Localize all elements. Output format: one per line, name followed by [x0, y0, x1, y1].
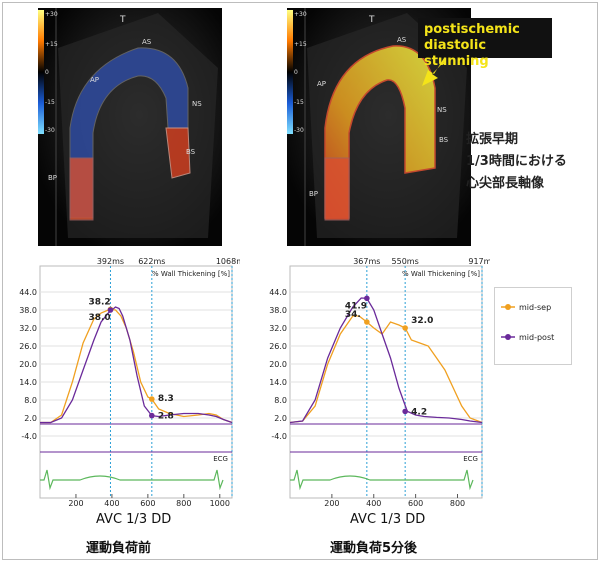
time-marker-label: 622ms	[138, 258, 165, 266]
data-label: 32.0	[411, 316, 433, 326]
series-line-mid-post	[289, 297, 483, 424]
data-label: 38.0	[88, 313, 110, 323]
colorbar-tick: -15	[45, 99, 55, 106]
data-label: 8.3	[158, 394, 174, 404]
data-point-mid-post	[149, 412, 155, 419]
echo-label-ns: NS	[192, 100, 202, 108]
echo-image-before: T AS AP NS BS BP +30 +15 0 -15 -30	[38, 8, 222, 246]
x-tick-label: 200	[68, 499, 83, 508]
legend-label-sep: mid-sep	[519, 303, 552, 312]
legend-swatch-post	[501, 334, 515, 340]
legend: mid-sep mid-post	[494, 287, 572, 365]
series-line-mid-post	[40, 306, 233, 424]
colorbar-tick: -30	[294, 127, 304, 134]
y-tick-label: 38.0	[269, 306, 287, 315]
y-tick-label: 44.0	[19, 288, 37, 297]
colorbar-tick: +30	[294, 11, 307, 18]
echo-label-bs: BS	[186, 148, 196, 156]
y-tick-label: 8.0	[274, 396, 287, 405]
chart-after: 44.0 38.0 32.0 26.0 20.0 14.0 8.0 2.0 -4.0 367ms 5…	[269, 258, 490, 508]
time-marker-label: 392ms	[97, 258, 124, 266]
echo-label-bp: BP	[309, 190, 318, 198]
y-tick-label: 2.0	[24, 414, 37, 423]
y-tick-label: 32.0	[19, 324, 37, 333]
chart-title: % Wall Thickening [%]	[402, 270, 480, 278]
chart-before: 44.0 38.0 32.0 26.0 20.0 14.0 8.0 2.0 -4.0 392ms 6…	[19, 258, 240, 508]
data-label: 38.2	[88, 297, 110, 307]
data-point-mid-post	[402, 408, 408, 415]
y-tick-label: 26.0	[19, 342, 37, 351]
y-tick-label: 8.0	[24, 396, 37, 405]
x-tick-label: 800	[450, 499, 465, 508]
time-marker-label: 550ms	[392, 258, 419, 266]
echo-label-bp: BP	[48, 174, 57, 182]
y-tick-label: 38.0	[19, 306, 37, 315]
y-tick-label: 20.0	[19, 360, 37, 369]
callout-line-1: postischemic	[424, 22, 520, 37]
x-tick-label: 800	[176, 499, 191, 508]
time-marker-label: 917ms	[468, 258, 490, 266]
side-note-line-3: 心尖部長軸像	[466, 176, 545, 191]
y-tick-label: -4.0	[21, 432, 37, 441]
echo-label-t: T	[119, 15, 126, 25]
stunning-callout: postischemic diastolic stunning	[418, 18, 552, 69]
y-tick-label: 2.0	[274, 414, 287, 423]
colorbar-tick: +15	[45, 41, 58, 48]
data-label: 34.	[345, 310, 361, 320]
y-tick-label: 14.0	[19, 378, 37, 387]
data-point-mid-sep	[402, 325, 408, 331]
colorbar-tick: -15	[294, 99, 304, 106]
chart-title: % Wall Thickening [%]	[152, 270, 230, 278]
legend-label-post: mid-post	[519, 333, 555, 342]
y-tick-label: 44.0	[269, 288, 287, 297]
caption-title-left: 運動負荷前	[86, 541, 152, 556]
echo-label-as: AS	[142, 38, 152, 46]
data-label: 2.8	[158, 412, 174, 422]
x-tick-label: 600	[408, 499, 423, 508]
y-tick-label: 14.0	[269, 378, 287, 387]
y-tick-label: 20.0	[269, 360, 287, 369]
data-label: 41.9	[345, 301, 367, 311]
data-point-mid-post	[364, 295, 370, 302]
side-note-line-1: 拡張早期	[466, 132, 519, 147]
data-point-mid-sep	[149, 396, 155, 402]
colorbar-tick: +15	[294, 41, 307, 48]
caption-avc-left: AVC 1/3 DD	[96, 512, 172, 527]
ecg-trace	[40, 469, 224, 491]
x-tick-label: 600	[140, 499, 155, 508]
colorbar-tick: 0	[294, 69, 298, 76]
y-tick-label: 32.0	[269, 324, 287, 333]
colorbar-tick: 0	[45, 69, 49, 76]
caption-avc-right: AVC 1/3 DD	[350, 512, 426, 527]
echo-label-t: T	[368, 15, 375, 25]
time-marker-label: 367ms	[353, 258, 380, 266]
y-tick-label: -4.0	[271, 432, 287, 441]
y-tick-label: 26.0	[269, 342, 287, 351]
x-tick-label: 400	[104, 499, 119, 508]
echo-label-ns: NS	[437, 106, 447, 114]
data-point-mid-sep	[364, 319, 370, 325]
ecg-label: ECG	[463, 455, 478, 463]
ecg-label: ECG	[213, 455, 228, 463]
ecg-trace	[290, 469, 474, 491]
legend-swatch-sep	[501, 304, 515, 310]
series-line-mid-sep	[289, 315, 483, 424]
echo-label-bs: BS	[439, 136, 449, 144]
time-marker-label: 1068ms	[216, 258, 240, 266]
x-tick-label: 200	[324, 499, 339, 508]
colorbar-tick: -30	[45, 127, 55, 134]
side-note-line-2: 1/3時間における	[466, 154, 567, 169]
data-point-mid-post	[107, 307, 114, 313]
callout-arrow-icon	[422, 58, 446, 86]
echo-image-after: T AS AP NS BS BP +30 +15 0 -15 -30	[287, 8, 471, 246]
echo-label-ap: AP	[90, 76, 99, 84]
data-label: 4.2	[411, 407, 427, 417]
caption-title-right: 運動負荷5分後	[330, 541, 418, 556]
x-tick-label: 400	[366, 499, 381, 508]
colorbar-tick: +30	[45, 11, 58, 18]
echo-label-as: AS	[397, 36, 407, 44]
x-tick-label: 1000	[210, 499, 230, 508]
echo-label-ap: AP	[317, 80, 326, 88]
